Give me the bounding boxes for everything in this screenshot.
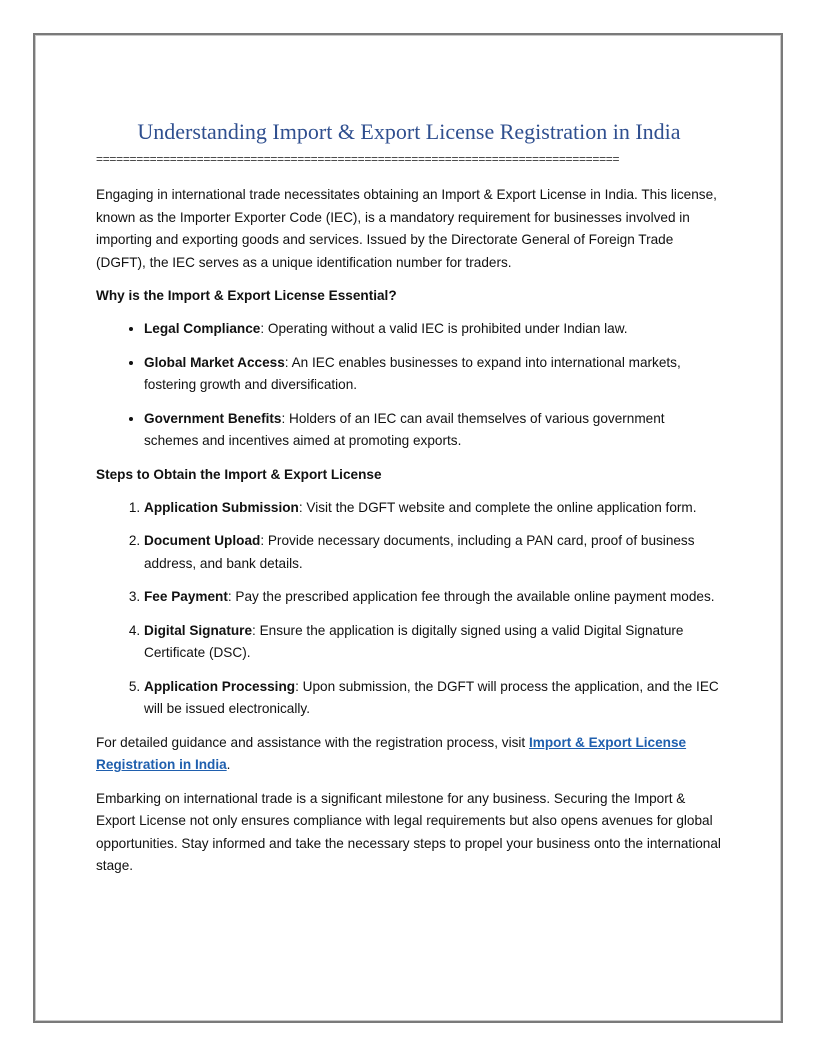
item-term: Government Benefits: [144, 410, 282, 426]
closing-paragraph: Embarking on international trade is a si…: [96, 790, 721, 874]
title-underline-rule: ========================================…: [96, 152, 620, 166]
list-item: Fee Payment: Pay the prescribed applicat…: [144, 586, 722, 609]
item-term: Document Upload: [144, 533, 261, 548]
list-item: Document Upload: Provide necessary docum…: [144, 530, 722, 575]
guidance-text: For detailed guidance and assistance wit…: [96, 734, 529, 750]
item-text: : Ensure the application is digitally si…: [144, 622, 684, 661]
document-title: Understanding Import & Export License Re…: [137, 119, 681, 144]
list-item: Legal Compliance: Operating without a va…: [144, 318, 722, 341]
why-heading: Why is the Import & Export License Essen…: [96, 288, 397, 303]
guidance-period: .: [226, 757, 231, 772]
item-term: Legal Compliance: [144, 321, 261, 336]
list-item: Application Submission: Visit the DGFT w…: [144, 497, 722, 520]
item-text: : Holders of an IEC can avail themselves…: [144, 410, 665, 449]
item-text: : Visit the DGFT website and complete th…: [298, 499, 697, 515]
why-list: Legal Compliance: Operating without a va…: [96, 318, 722, 453]
item-term: Global Market Access: [144, 354, 285, 370]
item-term: Application Submission: [144, 499, 299, 515]
list-item: Global Market Access: An IEC enables bus…: [144, 352, 722, 397]
item-text: : Pay the prescribed application fee thr…: [227, 589, 715, 604]
item-term: Digital Signature: [144, 622, 253, 638]
document-body: Understanding Import & Export License Re…: [96, 118, 722, 889]
registration-link[interactable]: Import & Export License Registration in …: [96, 734, 687, 773]
intro-paragraph: Engaging in international trade necessit…: [96, 187, 717, 270]
steps-heading: Steps to Obtain the Import & Export Lice…: [96, 466, 382, 482]
item-term: Application Processing: [144, 678, 296, 694]
page-border: [33, 33, 783, 1023]
item-text: : Provide necessary documents, including…: [144, 533, 695, 571]
item-text: : Upon submission, the DGFT will process…: [144, 678, 719, 717]
list-item: Government Benefits: Holders of an IEC c…: [144, 408, 722, 453]
item-term: Fee Payment: [144, 589, 228, 604]
list-item: Digital Signature: Ensure the applicatio…: [144, 620, 722, 665]
list-item: Application Processing: Upon submission,…: [144, 676, 722, 721]
item-text: : An IEC enables businesses to expand in…: [144, 354, 681, 393]
item-text: : Operating without a valid IEC is prohi…: [260, 321, 628, 336]
guidance-paragraph: For detailed guidance and assistance wit…: [96, 732, 722, 777]
steps-list: Application Submission: Visit the DGFT w…: [96, 497, 722, 721]
